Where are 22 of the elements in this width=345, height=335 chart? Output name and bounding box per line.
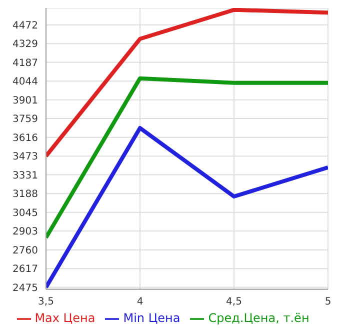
y-tick-label: 2903 <box>12 226 38 238</box>
legend-label: Сред.Цена, т.ён <box>208 311 310 326</box>
x-tick-label: 4,5 <box>226 296 242 308</box>
y-tick-label: 2475 <box>12 282 38 294</box>
y-tick-label: 3331 <box>12 170 38 182</box>
y-tick-label: 4044 <box>12 76 38 88</box>
y-tick-label: 4329 <box>12 39 38 50</box>
y-tick-label: 2760 <box>12 245 38 256</box>
y-tick-label: 4187 <box>12 58 38 69</box>
x-tick-label: 5 <box>324 296 332 308</box>
y-tick-label: 3901 <box>12 95 38 106</box>
y-tick-label: 3616 <box>12 132 38 144</box>
legend-label: Min Цена <box>123 311 180 326</box>
y-tick-label: 4472 <box>12 20 38 32</box>
y-tick-label: 3759 <box>12 114 38 126</box>
y-tick-label: 3045 <box>12 208 38 219</box>
legend-label: Max Цена <box>34 311 96 326</box>
x-tick-label: 4 <box>136 296 144 308</box>
y-tick-label: 3188 <box>12 189 38 200</box>
y-tick-label: 2617 <box>12 264 38 276</box>
x-tick-label: 3,5 <box>38 296 54 308</box>
y-tick-label: 3473 <box>12 152 38 163</box>
